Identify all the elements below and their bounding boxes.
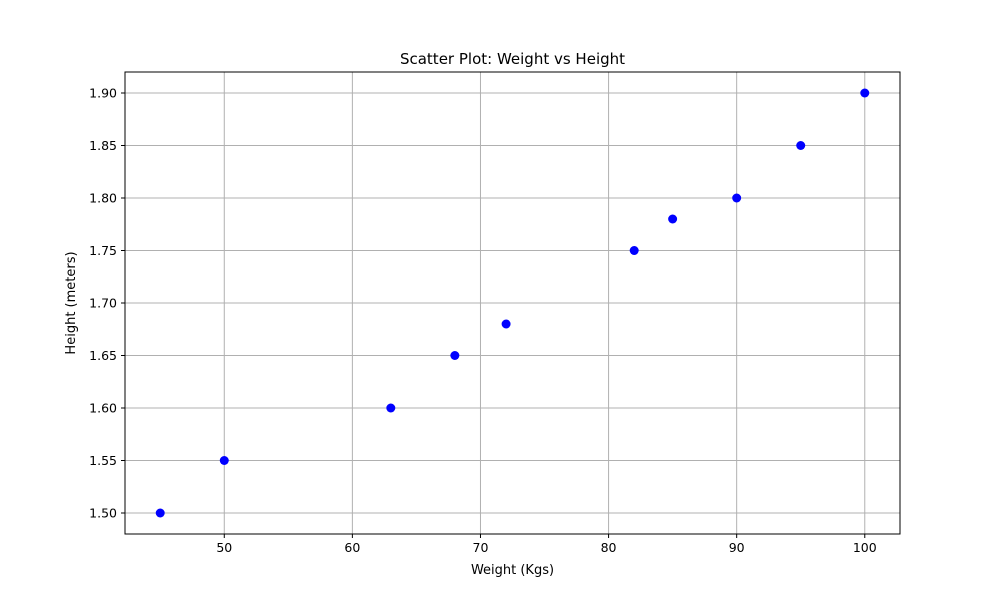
y-tick-label: 1.70 bbox=[89, 296, 117, 311]
data-point bbox=[732, 193, 742, 203]
y-tick-label: 1.75 bbox=[89, 243, 117, 258]
x-tick-label: 70 bbox=[473, 540, 489, 555]
x-tick-label: 50 bbox=[216, 540, 232, 555]
y-tick-label: 1.55 bbox=[89, 453, 117, 468]
x-tick-label: 80 bbox=[601, 540, 617, 555]
chart-title: Scatter Plot: Weight vs Height bbox=[400, 50, 625, 68]
x-tick-label: 90 bbox=[729, 540, 745, 555]
x-tick-label: 100 bbox=[853, 540, 877, 555]
data-point bbox=[796, 141, 806, 150]
y-tick-label: 1.60 bbox=[89, 401, 117, 416]
data-point bbox=[155, 508, 165, 518]
grid-lines bbox=[125, 72, 900, 534]
y-tick-label: 1.80 bbox=[89, 191, 117, 206]
data-point bbox=[629, 246, 639, 255]
data-points bbox=[155, 88, 870, 518]
y-tick-label: 1.90 bbox=[89, 86, 117, 101]
y-tick-label: 1.50 bbox=[89, 506, 117, 521]
data-point bbox=[386, 403, 396, 413]
x-axis-label: Weight (Kgs) bbox=[471, 563, 554, 578]
data-point bbox=[219, 456, 229, 465]
data-point bbox=[450, 351, 460, 360]
data-point bbox=[860, 88, 870, 98]
data-point bbox=[501, 319, 511, 329]
y-tick-label: 1.85 bbox=[89, 138, 117, 153]
y-axis-label: Height (meters) bbox=[64, 251, 79, 354]
data-point bbox=[668, 214, 678, 224]
y-tick-label: 1.65 bbox=[89, 348, 117, 363]
axis-ticks: 50 60 70 80 90 100 1.50 1.55 1.60 1.65 1.70 1.75 1.8… bbox=[89, 86, 877, 556]
x-tick-label: 60 bbox=[344, 540, 360, 555]
